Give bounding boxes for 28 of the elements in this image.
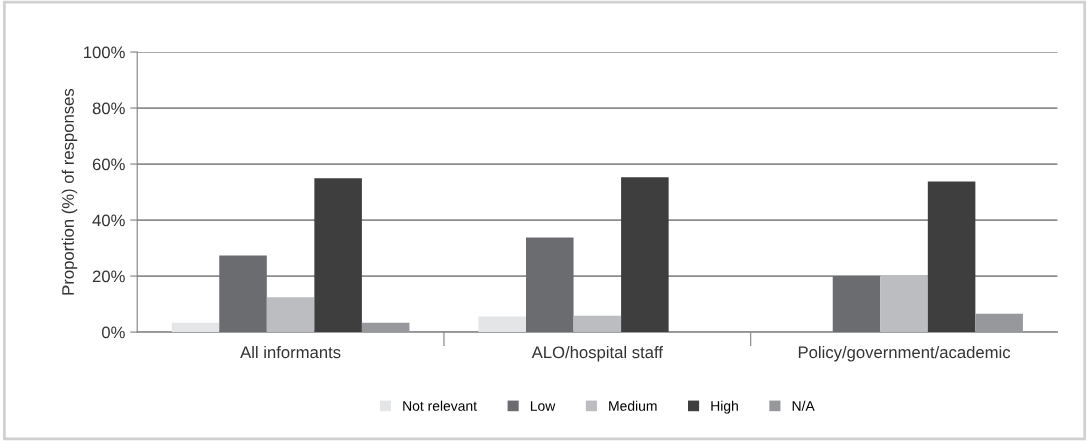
x-tick-label: ALO/hospital staff <box>531 345 663 362</box>
y-tick-label: 20% <box>92 270 125 283</box>
bar <box>266 297 315 333</box>
legend-label: N/A <box>792 400 815 411</box>
y-axis-title: Proportion (%) of responses <box>61 88 78 295</box>
legend-label: Medium <box>609 400 657 411</box>
legend-label: Low <box>530 401 556 411</box>
x-tick-label: All informants <box>240 345 341 359</box>
y-tick-label: 60% <box>92 158 125 171</box>
bar <box>314 178 362 333</box>
bar <box>832 276 881 333</box>
bar <box>927 181 976 333</box>
bar <box>975 313 1023 333</box>
bar <box>478 316 526 333</box>
bar <box>573 315 622 333</box>
bar <box>171 322 220 333</box>
y-tick-label: 0% <box>101 326 125 339</box>
x-tick-label: Policy/government/academic <box>798 345 1011 362</box>
y-tick-label: 40% <box>92 214 125 227</box>
bar <box>219 255 267 333</box>
y-tick-label: 80% <box>92 102 125 115</box>
bar <box>621 177 669 333</box>
legend-label: Not relevant <box>403 400 477 411</box>
bar <box>880 274 928 333</box>
bar <box>361 322 410 333</box>
bar <box>526 237 574 333</box>
legend-label: High <box>711 400 738 414</box>
y-tick-label: 100% <box>84 46 125 59</box>
